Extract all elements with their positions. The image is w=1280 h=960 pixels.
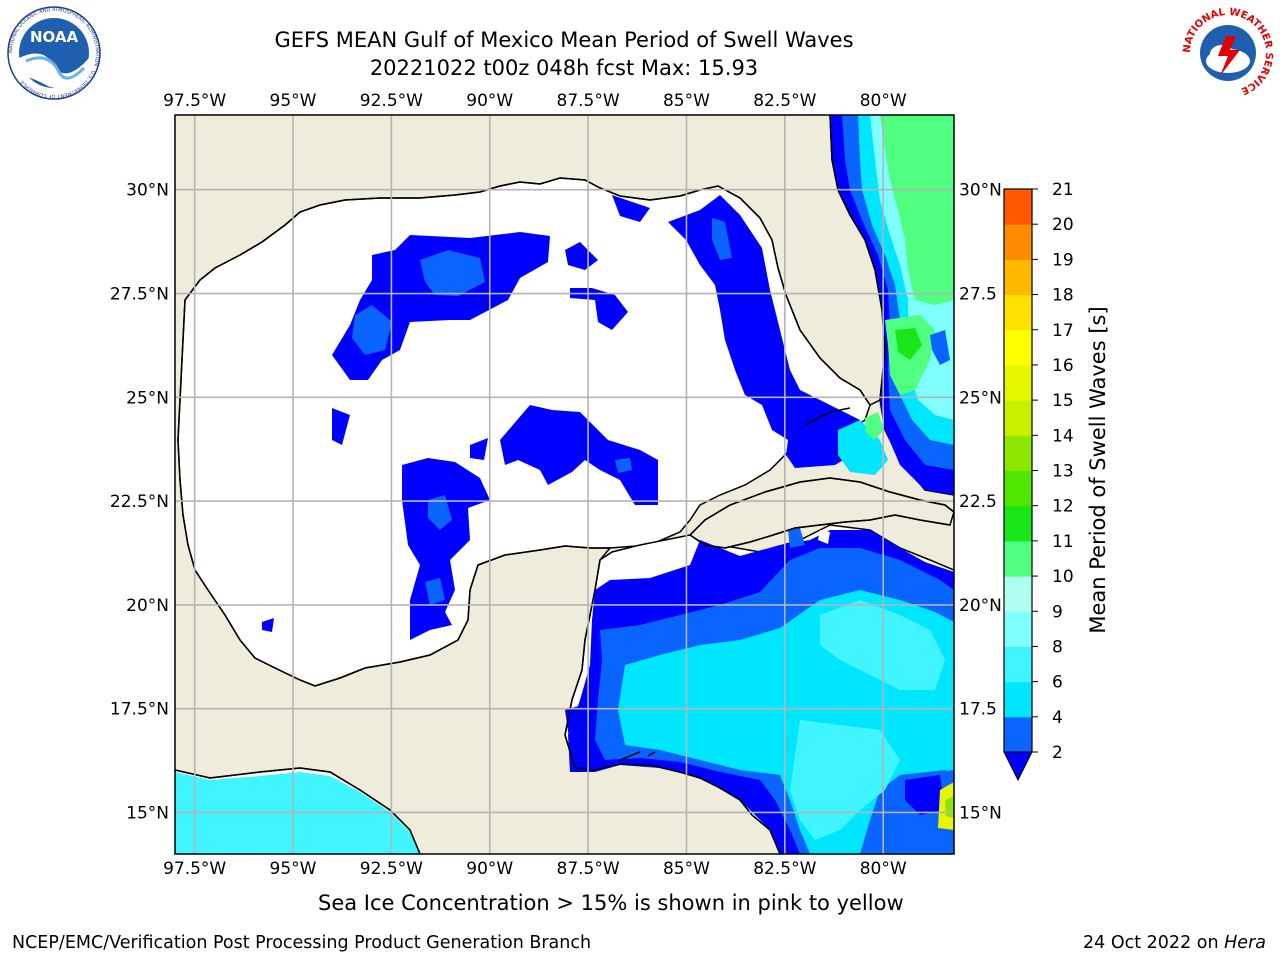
colorbar-tick-label: 16 [1052,356,1074,376]
colorbar-swatch [1004,540,1032,577]
coordinate-labels: 97.5°W 97.5°W 95°W 95°W 92.5°W 92.5°W 90°W 90°W… [110,91,1002,879]
lat-label-left: 20°N [126,596,169,616]
colorbar-tick-label: 15 [1052,391,1074,411]
lon-label-top: 92.5°W [360,91,423,111]
graticule [175,115,954,854]
lat-label-right: 20°N [959,596,1002,616]
colorbar-swatch [1004,400,1032,436]
colorbar-tick-label: 19 [1052,250,1074,270]
lon-label-bottom: 92.5°W [360,859,423,879]
colorbar-tick-label: 20 [1052,215,1074,235]
colorbar-swatch [1004,189,1032,225]
colorbar-swatch [1004,505,1032,542]
lon-label-bottom: 95°W [270,859,317,879]
lat-label-left: 25°N [126,388,169,408]
colorbar-tick-label: 4 [1052,708,1063,728]
colorbar-swatch [1004,611,1032,647]
lat-label-left: 30°N [126,181,169,201]
sea-ice-caption: Sea Ice Concentration > 15% is shown in … [318,891,904,915]
map-frame [174,114,955,855]
chart-subtitle: 20221022 t00z 048h fcst Max: 15.93 [369,56,759,80]
chart-title: GEFS MEAN Gulf of Mexico Mean Period of … [274,28,854,52]
lat-label-right: 30°N [959,181,1002,201]
colorbar-tick-label: 8 [1052,637,1063,657]
lat-label-left: 17.5°N [110,700,169,720]
colorbar-tick-label: 2 [1052,743,1063,763]
lon-label-top: 95°W [270,91,317,111]
colorbar-swatch [1004,576,1032,612]
colorbar-swatch [1004,470,1032,507]
lon-label-bottom: 85°W [663,859,710,879]
colorbar-label: Mean Period of Swell Waves [s] [1086,306,1110,633]
lat-label-left: 27.5°N [110,285,169,305]
colorbar-swatch [1004,716,1032,753]
colorbar-tick-label: 18 [1052,286,1074,306]
noaa-logo: NOAA NATIONAL OCEANIC AND ATMOSPHERIC AD… [7,6,101,100]
lon-label-bottom: 87.5°W [557,859,620,879]
footer-date-text: 24 Oct 2022 on [1083,933,1225,953]
lon-label-bottom: 97.5°W [163,859,226,879]
swell-contours [175,115,954,854]
lon-label-top: 97.5°W [163,91,226,111]
colorbar-extend-triangle [1003,751,1033,782]
lat-label-right: 17.5 [959,700,997,720]
colorbar-swatch [1004,646,1032,683]
colorbar: 2 4 6 8 9 10 11 12 13 14 15 16 17 18 19 20 21 [1003,180,1074,782]
colorbar-tick-label: 10 [1052,567,1074,587]
nws-logo: NATIONAL WEATHER SERVICE [1182,7,1274,98]
colorbar-swatch [1004,294,1032,331]
colorbar-tick-label: 6 [1052,673,1063,693]
footer-date: 24 Oct 2022 on Hera [1083,933,1266,953]
lon-label-top: 85°W [663,91,710,111]
lon-label-bottom: 90°W [466,859,513,879]
colorbar-tick-label: 17 [1052,321,1074,341]
colorbar-swatch [1004,681,1032,718]
footer-machine: Hera [1224,933,1266,953]
lat-label-right: 25°N [959,388,1002,408]
lat-label-right: 27.5 [959,285,997,305]
lon-label-bottom: 80°W [860,859,907,879]
colorbar-tick-label: 9 [1052,602,1063,622]
map-area [175,115,954,854]
footer-credit: NCEP/EMC/Verification Post Processing Pr… [12,933,592,953]
colorbar-tick-label: 12 [1052,497,1074,517]
lon-label-top: 80°W [860,91,907,111]
lon-label-top: 82.5°W [753,91,816,111]
colorbar-tick-label: 21 [1052,180,1074,200]
colorbar-swatch [1004,329,1032,366]
lat-label-right: 15°N [959,803,1002,823]
colorbar-swatch [1004,364,1032,401]
colorbar-tick-label: 14 [1052,426,1074,446]
lon-label-top: 87.5°W [557,91,620,111]
colorbar-swatch [1004,259,1032,296]
svg-text:NOAA: NOAA [30,28,79,46]
lat-label-left: 15°N [126,803,169,823]
lat-label-right: 22.5 [959,492,997,512]
lat-label-left: 22.5°N [110,492,169,512]
colorbar-swatch [1004,435,1032,471]
colorbar-tick-label: 13 [1052,462,1074,482]
colorbar-tick-label: 11 [1052,532,1074,552]
colorbar-swatch [1004,224,1032,260]
lon-label-bottom: 82.5°W [753,859,816,879]
lon-label-top: 90°W [466,91,513,111]
